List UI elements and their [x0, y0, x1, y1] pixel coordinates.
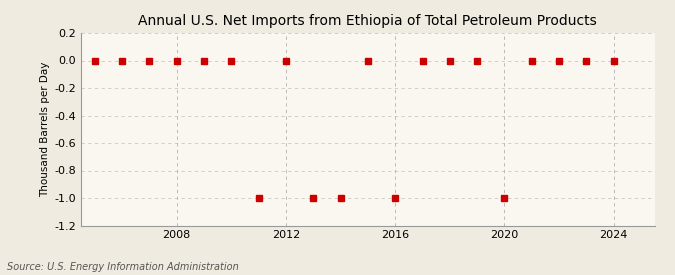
Y-axis label: Thousand Barrels per Day: Thousand Barrels per Day [40, 62, 50, 197]
Title: Annual U.S. Net Imports from Ethiopia of Total Petroleum Products: Annual U.S. Net Imports from Ethiopia of… [138, 14, 597, 28]
Text: Source: U.S. Energy Information Administration: Source: U.S. Energy Information Administ… [7, 262, 238, 272]
